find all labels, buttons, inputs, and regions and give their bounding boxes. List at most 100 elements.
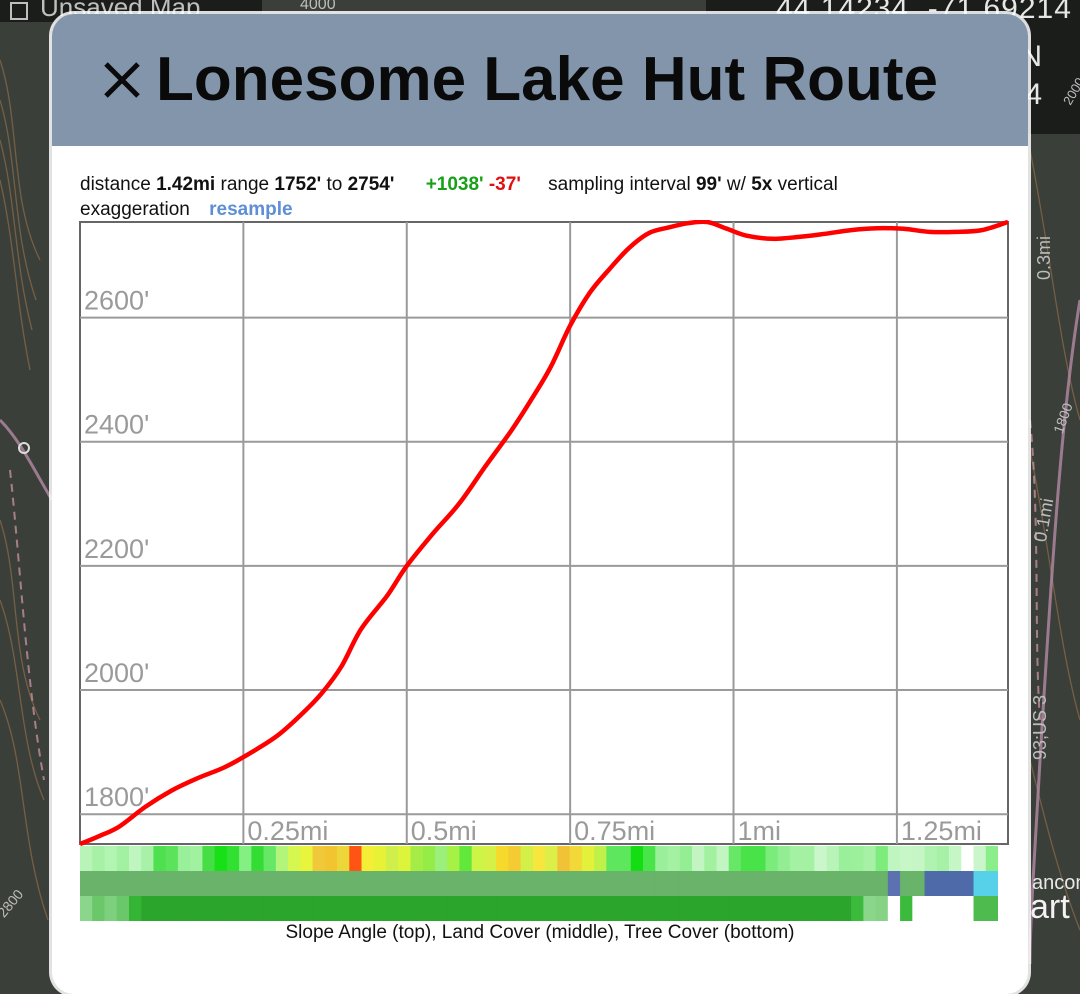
tree-cover-strip-cell <box>141 896 155 921</box>
land-cover-strip-cell <box>190 871 203 896</box>
tree-cover-strip-cell <box>973 896 987 921</box>
slope-strip-cell <box>765 846 779 871</box>
slope-strip-cell <box>655 846 669 871</box>
slope-strip-cell <box>410 846 424 871</box>
slope-strip-cell <box>961 846 975 871</box>
slope-strip-cell <box>826 846 840 871</box>
land-cover-strip-cell <box>838 871 852 896</box>
elevation-loss: -37' <box>488 174 521 195</box>
slope-strip-cell <box>753 846 767 871</box>
to-label: to <box>326 174 343 195</box>
slope-strip-cell <box>153 846 167 871</box>
land-cover-strip-cell <box>520 871 534 896</box>
land-cover-strip-cell <box>875 871 889 896</box>
land-cover-strip-cell <box>361 871 375 896</box>
slope-strip-cell <box>557 846 571 871</box>
tree-cover-strip-cell <box>324 896 338 921</box>
profile-stats: distance 1.42mi range 1752' to 2754' +10… <box>80 172 900 222</box>
slope-strip-cell <box>312 846 326 871</box>
slope-strip-cell <box>92 846 106 871</box>
slope-strip-cell <box>838 846 852 871</box>
land-cover-strip-cell <box>753 871 767 896</box>
slope-strip-cell <box>985 846 998 871</box>
land-cover-strip-cell <box>116 871 130 896</box>
tree-cover-strip-cell <box>92 896 106 921</box>
land-cover-strip-cell <box>728 871 742 896</box>
tree-cover-strip-cell <box>153 896 167 921</box>
land-cover-strip-cell <box>777 871 791 896</box>
land-cover-strip-cell <box>949 871 962 896</box>
slope-strip-cell <box>263 846 277 871</box>
elevation-line <box>79 220 1009 847</box>
slope-strip-cell <box>789 846 803 871</box>
slope-strip-cell <box>80 846 93 871</box>
land-cover-strip-cell <box>471 871 485 896</box>
slope-strip-cell <box>936 846 950 871</box>
tree-cover-strip-cell <box>753 896 767 921</box>
tree-cover-strip-cell <box>740 896 754 921</box>
land-cover-strip-cell <box>226 871 240 896</box>
land-cover-strip-cell <box>434 871 448 896</box>
elevation-gain: +1038' <box>425 174 484 195</box>
slope-strip-cell <box>422 846 436 871</box>
slope-strip-cell <box>288 846 301 871</box>
tree-cover-strip-cell <box>337 896 350 921</box>
interval-value: 99' <box>695 174 722 195</box>
tree-cover-strip-cell <box>912 896 926 921</box>
slope-strip-cell <box>361 846 375 871</box>
tree-cover-strip-cell <box>557 896 571 921</box>
tree-cover-strip-cell <box>177 896 191 921</box>
map-place-label: ancon <box>1032 872 1080 894</box>
slope-strip-cell <box>386 846 399 871</box>
plot-area <box>79 221 1009 845</box>
land-cover-strip-cell <box>80 871 93 896</box>
slope-strip-cell <box>471 846 485 871</box>
slope-strip-cell <box>520 846 534 871</box>
map-place-label: art <box>1030 888 1070 926</box>
land-cover-strip-cell <box>337 871 350 896</box>
tree-cover-strip-cell <box>275 896 289 921</box>
tree-cover-strip-cell <box>569 896 583 921</box>
tree-cover-strip-cell <box>985 896 998 921</box>
land-cover-strip-cell <box>349 871 363 896</box>
resample-link[interactable]: resample <box>209 199 293 220</box>
tree-cover-strip-cell <box>434 896 448 921</box>
tree-cover-strip-cell <box>128 896 142 921</box>
slope-strip-cell <box>802 846 815 871</box>
elevation-profile-dialog: Lonesome Lake Hut Route distance 1.42mi … <box>52 14 1028 994</box>
tree-cover-strip-cell <box>226 896 240 921</box>
slope-strip-cell <box>630 846 644 871</box>
slope-strip-cell <box>202 846 216 871</box>
land-cover-strip-cell <box>679 871 693 896</box>
tree-cover-strip-cell <box>936 896 950 921</box>
land-cover-strip-cell <box>398 871 412 896</box>
slope-strip-cell <box>594 846 607 871</box>
tree-cover-strip-cell <box>202 896 216 921</box>
tree-cover-strip-cell <box>104 896 118 921</box>
tree-cover-strip-cell <box>80 896 93 921</box>
slope-strip-cell <box>496 846 509 871</box>
land-cover-strip-cell <box>483 871 497 896</box>
close-icon[interactable] <box>102 60 142 100</box>
slope-strip-cell <box>349 846 363 871</box>
exaggeration-label: exaggeration <box>80 199 190 220</box>
strips-caption: Slope Angle (top), Land Cover (middle), … <box>285 922 795 943</box>
slope-strip-cell <box>373 846 387 871</box>
slope-strip-cell <box>716 846 730 871</box>
tree-cover-strip-cell <box>496 896 509 921</box>
map-road-label: 93;US 3 <box>1030 694 1050 760</box>
tree-cover-strip-cell <box>863 896 877 921</box>
land-cover-strip-cell <box>594 871 607 896</box>
slope-strip-cell <box>116 846 130 871</box>
slope-strip-cell <box>814 846 828 871</box>
land-cover-strip-cell <box>606 871 620 896</box>
land-cover-strip-cell <box>704 871 718 896</box>
land-cover-strip-cell <box>545 871 558 896</box>
slope-strip-cell <box>337 846 350 871</box>
land-cover-strip-cell <box>177 871 191 896</box>
tree-cover-strip-cell <box>483 896 497 921</box>
x-tick-label: 0.5mi <box>411 816 477 846</box>
tree-cover-strip-cell <box>532 896 546 921</box>
land-cover-strip-cell <box>814 871 828 896</box>
land-cover-strip-cell <box>802 871 815 896</box>
